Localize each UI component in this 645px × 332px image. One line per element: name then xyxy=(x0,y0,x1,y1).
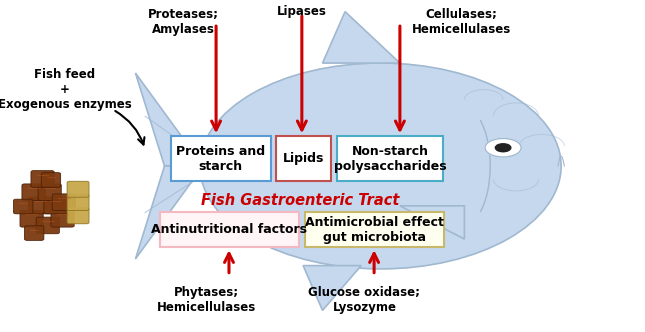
Text: Proteins and
starch: Proteins and starch xyxy=(176,144,266,173)
Text: Fish feed
+
Exogenous enzymes: Fish feed + Exogenous enzymes xyxy=(0,68,132,111)
FancyBboxPatch shape xyxy=(31,171,54,187)
FancyBboxPatch shape xyxy=(14,199,33,214)
FancyBboxPatch shape xyxy=(22,184,45,201)
FancyBboxPatch shape xyxy=(20,210,43,227)
Polygon shape xyxy=(322,12,400,63)
Text: Phytases;
Hemicellulases: Phytases; Hemicellulases xyxy=(157,286,256,314)
FancyBboxPatch shape xyxy=(276,136,331,181)
Polygon shape xyxy=(400,206,464,239)
FancyBboxPatch shape xyxy=(67,208,89,224)
FancyBboxPatch shape xyxy=(160,212,299,247)
Polygon shape xyxy=(135,73,203,166)
Text: Lipases: Lipases xyxy=(277,5,327,18)
FancyBboxPatch shape xyxy=(51,210,74,227)
Circle shape xyxy=(495,144,511,152)
Text: Non-starch
polysaccharides: Non-starch polysaccharides xyxy=(333,144,446,173)
Ellipse shape xyxy=(200,63,561,269)
Text: Antimicrobial effect
gut microbiota: Antimicrobial effect gut microbiota xyxy=(305,216,444,244)
Text: Antinutritional factors: Antinutritional factors xyxy=(152,223,307,236)
FancyBboxPatch shape xyxy=(337,136,443,181)
FancyBboxPatch shape xyxy=(25,226,44,240)
Polygon shape xyxy=(135,166,203,259)
FancyBboxPatch shape xyxy=(171,136,271,181)
Circle shape xyxy=(485,138,521,157)
FancyBboxPatch shape xyxy=(28,197,52,214)
Text: Lipids: Lipids xyxy=(283,152,324,165)
Text: Fish Gastroenteric Tract: Fish Gastroenteric Tract xyxy=(201,193,399,208)
Text: Proteases;
Amylases: Proteases; Amylases xyxy=(148,8,219,36)
Text: Glucose oxidase;
Lysozyme: Glucose oxidase; Lysozyme xyxy=(308,286,421,314)
Text: Cellulases;
Hemicellulases: Cellulases; Hemicellulases xyxy=(412,8,511,36)
FancyBboxPatch shape xyxy=(67,195,89,210)
FancyBboxPatch shape xyxy=(38,184,61,201)
FancyBboxPatch shape xyxy=(305,212,444,247)
Polygon shape xyxy=(303,266,361,310)
FancyBboxPatch shape xyxy=(36,217,59,234)
FancyBboxPatch shape xyxy=(52,194,75,210)
FancyBboxPatch shape xyxy=(67,181,89,197)
FancyBboxPatch shape xyxy=(41,173,61,187)
FancyBboxPatch shape xyxy=(44,197,67,214)
